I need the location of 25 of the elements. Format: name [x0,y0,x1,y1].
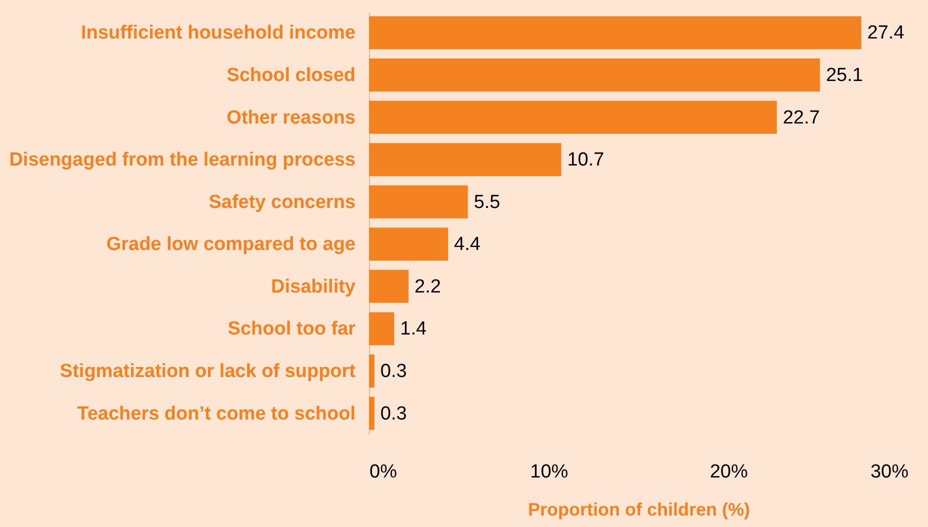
y-tick-label: Teachers don’t come to school [77,403,356,424]
data-label: 5.5 [474,192,500,213]
data-label: 0.3 [380,360,407,382]
x-axis-title: Proportion of children (%) [528,500,750,520]
y-tick-label: Disengaged from the learning process [9,150,356,171]
x-tick-label: 30% [870,462,909,482]
data-label: 27.4 [867,22,905,44]
data-label: 2.2 [414,276,441,298]
y-tick-label: Safety concerns [208,192,356,213]
x-tick-label: 0% [370,462,398,482]
y-tick-label: School closed [226,65,356,86]
data-label: 22.7 [782,107,820,128]
y-tick-label: Grade low compared to age [106,234,356,256]
data-label: 1.4 [400,318,427,340]
y-tick-label: Disability [271,276,356,298]
data-label: 10.7 [567,150,604,171]
x-tick-label: 20% [710,462,748,482]
data-label: 25.1 [826,65,863,86]
y-tick-label: Other reasons [226,107,356,128]
y-tick-label: School too far [228,318,356,340]
y-tick-label: Stigmatization or lack of support [60,360,356,382]
x-tick-label: 10% [530,462,568,482]
y-tick-label: Insufficient household income [81,22,356,44]
data-label: 0.3 [380,403,407,424]
data-label: 4.4 [454,234,481,256]
